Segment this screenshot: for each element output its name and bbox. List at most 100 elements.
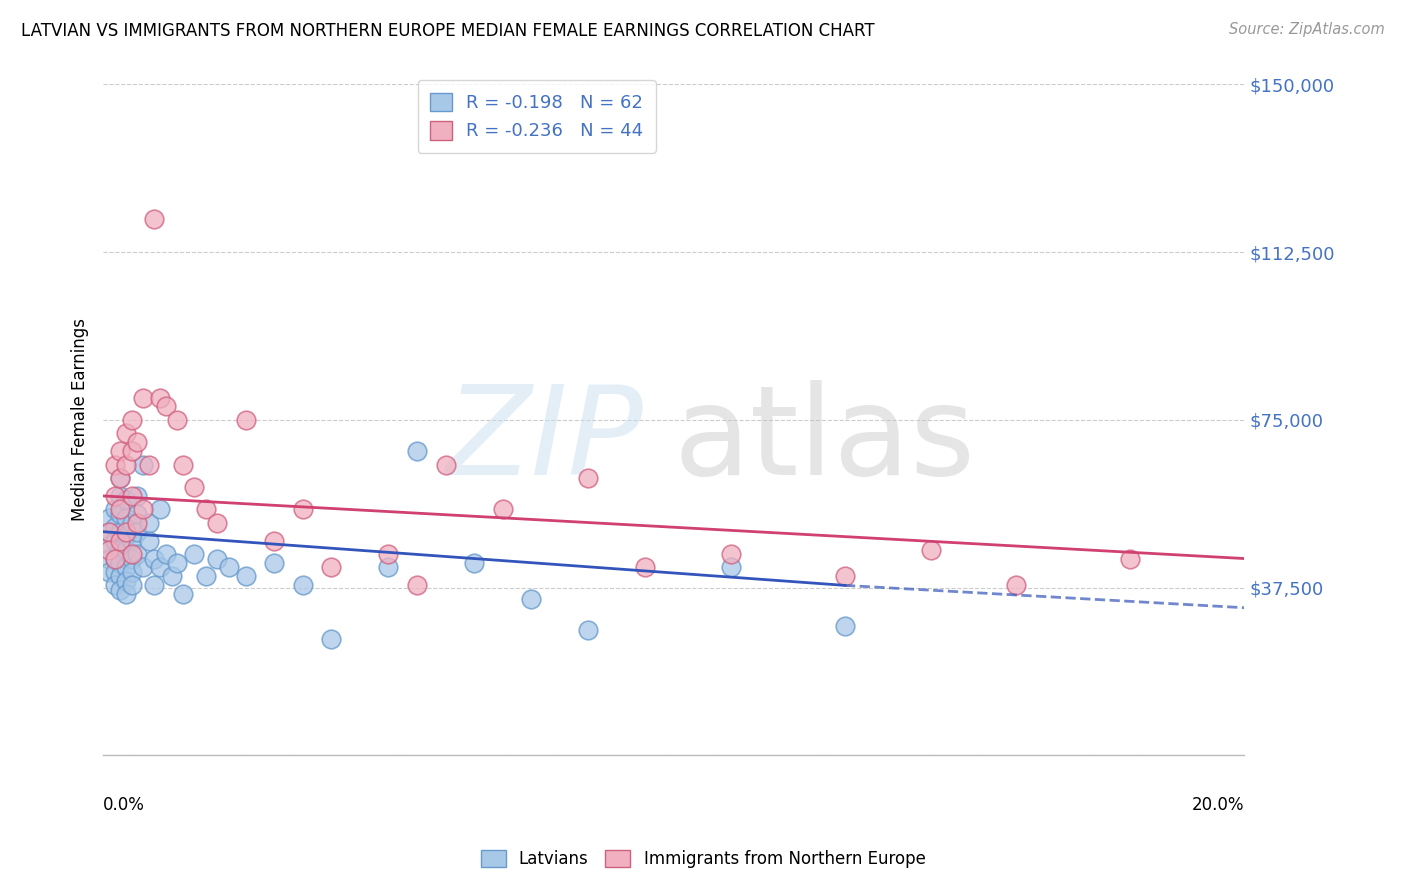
Point [103,578,125,592]
Point [155,547,177,561]
Point [132,458,155,472]
Point [115,560,138,574]
Point [218,560,240,574]
Point [110,502,132,516]
Point [121,547,143,561]
Point [291,502,314,516]
Point [127,524,149,539]
Point [115,542,138,557]
Y-axis label: Median Female Earnings: Median Female Earnings [72,318,89,522]
Point [97,565,120,579]
Point [406,444,429,458]
Point [434,458,457,472]
Point [110,471,132,485]
Point [263,556,285,570]
Point [103,551,125,566]
Point [576,623,599,637]
Point [138,458,160,472]
Point [520,591,543,606]
Point [110,507,132,521]
Point [103,520,125,534]
Point [138,533,160,548]
Point [172,587,194,601]
Text: 20.0%: 20.0% [1192,796,1244,814]
Point [127,516,149,530]
Point [115,574,138,588]
Point [235,569,257,583]
Point [115,426,138,441]
Point [149,560,172,574]
Text: ZIP: ZIP [446,379,644,500]
Point [834,618,856,632]
Point [132,502,155,516]
Point [377,560,399,574]
Point [1005,578,1028,592]
Point [97,524,120,539]
Text: LATVIAN VS IMMIGRANTS FROM NORTHERN EUROPE MEDIAN FEMALE EARNINGS CORRELATION CH: LATVIAN VS IMMIGRANTS FROM NORTHERN EURO… [21,22,875,40]
Point [103,489,125,503]
Point [121,413,143,427]
Point [97,551,120,566]
Point [115,529,138,543]
Point [110,471,132,485]
Legend: Latvians, Immigrants from Northern Europe: Latvians, Immigrants from Northern Europ… [474,843,932,875]
Point [834,569,856,583]
Text: atlas: atlas [673,379,976,500]
Point [103,458,125,472]
Point [97,524,120,539]
Point [121,533,143,548]
Point [127,507,149,521]
Point [127,547,149,561]
Point [121,551,143,566]
Point [115,458,138,472]
Point [183,547,205,561]
Point [194,569,217,583]
Point [127,435,149,450]
Point [110,569,132,583]
Point [207,551,229,566]
Point [235,413,257,427]
Point [103,565,125,579]
Point [115,511,138,525]
Point [207,516,229,530]
Point [143,211,166,226]
Point [377,547,399,561]
Point [172,458,194,472]
Point [155,400,177,414]
Point [110,524,132,539]
Point [149,391,172,405]
Point [121,444,143,458]
Point [291,578,314,592]
Point [103,551,125,566]
Point [121,516,143,530]
Point [491,502,513,516]
Point [321,560,343,574]
Point [720,547,742,561]
Point [166,556,188,570]
Point [97,542,120,557]
Point [920,542,942,557]
Point [166,413,188,427]
Point [110,489,132,503]
Point [115,524,138,539]
Point [634,560,657,574]
Point [406,578,429,592]
Point [143,551,166,566]
Point [194,502,217,516]
Legend: R = -0.198   N = 62, R = -0.236   N = 44: R = -0.198 N = 62, R = -0.236 N = 44 [418,80,657,153]
Point [1119,551,1142,566]
Point [160,569,183,583]
Point [110,533,132,548]
Point [720,560,742,574]
Point [183,480,205,494]
Point [115,587,138,601]
Point [110,542,132,557]
Point [97,511,120,525]
Point [103,533,125,548]
Point [121,565,143,579]
Point [110,556,132,570]
Point [138,516,160,530]
Point [110,582,132,597]
Text: Source: ZipAtlas.com: Source: ZipAtlas.com [1229,22,1385,37]
Point [143,578,166,592]
